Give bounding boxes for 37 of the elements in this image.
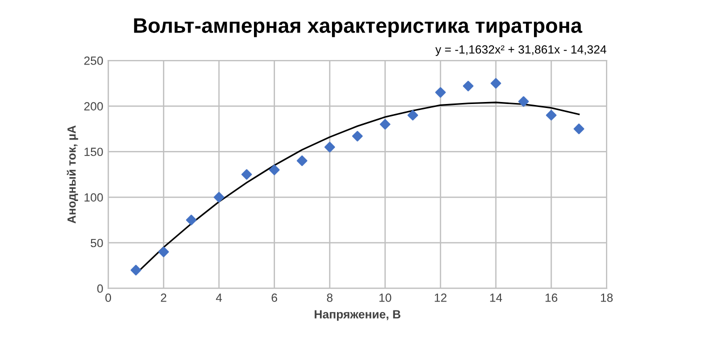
text: y = -1,1632x² + 31,861x - 14,324 [435, 45, 606, 56]
x-tick-label: 18 [600, 294, 613, 302]
point [490, 78, 502, 89]
y-axis-title: Анодный ток, µА [66, 125, 78, 224]
x-tick-label: 0 [105, 294, 112, 302]
point [435, 87, 446, 98]
point [214, 192, 224, 203]
point [158, 246, 169, 258]
point [269, 164, 280, 176]
x-tick-label: 14 [490, 294, 502, 302]
x-tick-label: 4 [216, 294, 222, 302]
y-tick-label: 250 [84, 56, 103, 65]
point [574, 124, 584, 134]
y-tick-label: 50 [90, 238, 103, 248]
point [241, 169, 252, 180]
point [130, 264, 142, 276]
y-tick-label: 150 [84, 148, 103, 156]
x-tick-label: 12 [434, 294, 446, 302]
point [186, 214, 197, 226]
point [546, 110, 557, 121]
point [324, 142, 336, 152]
point [380, 119, 390, 130]
x-tick-label: 2 [160, 294, 166, 302]
chart-title: Вольт-амперная характеристика тиратрона [134, 18, 582, 38]
point [518, 96, 529, 107]
point [462, 80, 474, 92]
x-tick-label: 6 [272, 294, 278, 302]
y-tick-label: 0 [97, 284, 103, 293]
x-axis-title: Напряжение, В [314, 310, 400, 321]
x-tick-label: 16 [546, 294, 558, 302]
x-tick-label: 10 [379, 294, 392, 302]
point [296, 155, 308, 166]
y-tick-label: 100 [84, 193, 103, 202]
y-tick-label: 200 [84, 102, 103, 110]
x-tick-label: 8 [326, 294, 333, 302]
point [352, 130, 363, 142]
point [408, 110, 418, 121]
